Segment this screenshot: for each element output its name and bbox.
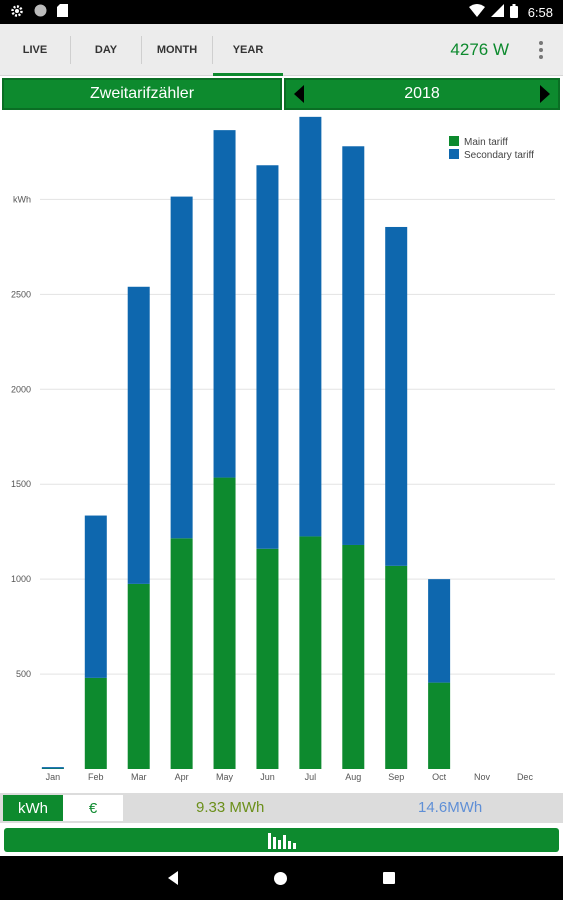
tab-divider bbox=[141, 35, 142, 64]
signal-icon bbox=[490, 4, 504, 20]
tab-day[interactable]: DAY bbox=[94, 43, 118, 56]
x-tick-label: Sep bbox=[388, 772, 404, 782]
bar-secondary-tariff bbox=[256, 165, 279, 549]
x-tick-label: Apr bbox=[175, 772, 189, 782]
x-tick-label: Oct bbox=[432, 772, 447, 782]
legend-swatch bbox=[449, 149, 459, 159]
unit-kwh-button[interactable]: kWh bbox=[3, 795, 63, 821]
chart-svg: 500 1000 1500 2000 2500 kWh Jan Feb Mar Apr May Jun… bbox=[11, 116, 555, 782]
wifi-icon bbox=[468, 4, 485, 20]
bar-chart-icon bbox=[267, 833, 296, 849]
x-tick-label: May bbox=[216, 772, 234, 782]
y-tick-label: 1000 bbox=[11, 574, 31, 584]
bar-secondary-tariff bbox=[41, 767, 64, 769]
x-tick-label: Mar bbox=[131, 772, 147, 782]
next-year-icon[interactable] bbox=[540, 85, 550, 103]
navigation-bar bbox=[0, 856, 563, 900]
tab-divider bbox=[212, 35, 213, 64]
summary-bar: kWh € 9.33 MWh 14.6MWh bbox=[0, 793, 563, 823]
bar-secondary-tariff bbox=[428, 579, 451, 683]
bar-secondary-tariff bbox=[213, 130, 236, 478]
x-tick-label: Jun bbox=[260, 772, 275, 782]
bar-secondary-tariff bbox=[385, 226, 408, 566]
bar-main-tariff bbox=[170, 538, 193, 769]
battery-icon bbox=[509, 3, 518, 21]
legend-label: Secondary tariff bbox=[464, 150, 534, 161]
circle-icon bbox=[34, 4, 47, 20]
previous-year-icon[interactable] bbox=[294, 85, 304, 103]
y-axis-label: kWh bbox=[13, 194, 31, 204]
bar-secondary-tariff bbox=[127, 286, 150, 584]
energy-chart: 500 1000 1500 2000 2500 kWh Jan Feb Mar Apr May Jun… bbox=[0, 112, 563, 790]
overflow-menu-icon[interactable] bbox=[531, 24, 551, 76]
legend-label: Main tariff bbox=[464, 137, 508, 148]
selector-bar: Zweitarifzähler 2018 bbox=[2, 78, 560, 110]
x-tick-label: Nov bbox=[474, 772, 491, 782]
gear-icon bbox=[10, 4, 24, 21]
sd-card-icon bbox=[57, 4, 68, 20]
bar-main-tariff bbox=[256, 548, 279, 769]
year-label: 2018 bbox=[404, 85, 440, 102]
bar-main-tariff bbox=[342, 544, 365, 769]
x-tick-label: Jan bbox=[46, 772, 61, 782]
status-bar: 6:58 bbox=[0, 0, 563, 24]
tab-bar: LIVE DAY MONTH YEAR 4276 W bbox=[0, 24, 563, 76]
bar-main-tariff bbox=[428, 682, 451, 769]
bar-main-tariff bbox=[84, 677, 107, 769]
bar-main-tariff bbox=[385, 565, 408, 769]
year-selector: 2018 bbox=[284, 78, 560, 110]
y-tick-label: 2500 bbox=[11, 289, 31, 299]
x-tick-label: Aug bbox=[345, 772, 361, 782]
current-power: 4276 W bbox=[450, 39, 509, 59]
unit-euro-button[interactable]: € bbox=[63, 795, 123, 821]
main-tariff-total: 9.33 MWh bbox=[196, 799, 265, 816]
legend-swatch bbox=[449, 136, 459, 146]
y-tick-label: 1500 bbox=[11, 479, 31, 489]
tab-month[interactable]: MONTH bbox=[156, 43, 198, 56]
secondary-tariff-total: 14.6MWh bbox=[418, 799, 483, 816]
y-tick-label: 2000 bbox=[11, 384, 31, 394]
bar-main-tariff bbox=[299, 536, 322, 769]
bar-secondary-tariff bbox=[299, 116, 322, 537]
bar-main-tariff bbox=[213, 477, 236, 769]
tab-year[interactable]: YEAR bbox=[213, 24, 283, 76]
bar-secondary-tariff bbox=[84, 515, 107, 678]
meter-selector-button[interactable]: Zweitarifzähler bbox=[2, 78, 282, 110]
chart-view-button[interactable] bbox=[4, 828, 559, 852]
x-tick-label: Feb bbox=[88, 772, 104, 782]
recents-icon[interactable] bbox=[383, 872, 395, 884]
bar-secondary-tariff bbox=[342, 146, 365, 545]
x-tick-label: Jul bbox=[305, 772, 317, 782]
tab-live[interactable]: LIVE bbox=[22, 43, 48, 56]
tab-divider bbox=[70, 35, 71, 64]
clock: 6:58 bbox=[527, 4, 553, 20]
x-tick-label: Dec bbox=[517, 772, 534, 782]
y-tick-label: 500 bbox=[16, 669, 31, 679]
home-icon[interactable] bbox=[274, 871, 287, 885]
bar-secondary-tariff bbox=[170, 196, 193, 539]
bar-main-tariff bbox=[127, 583, 150, 769]
back-icon[interactable] bbox=[168, 871, 178, 885]
